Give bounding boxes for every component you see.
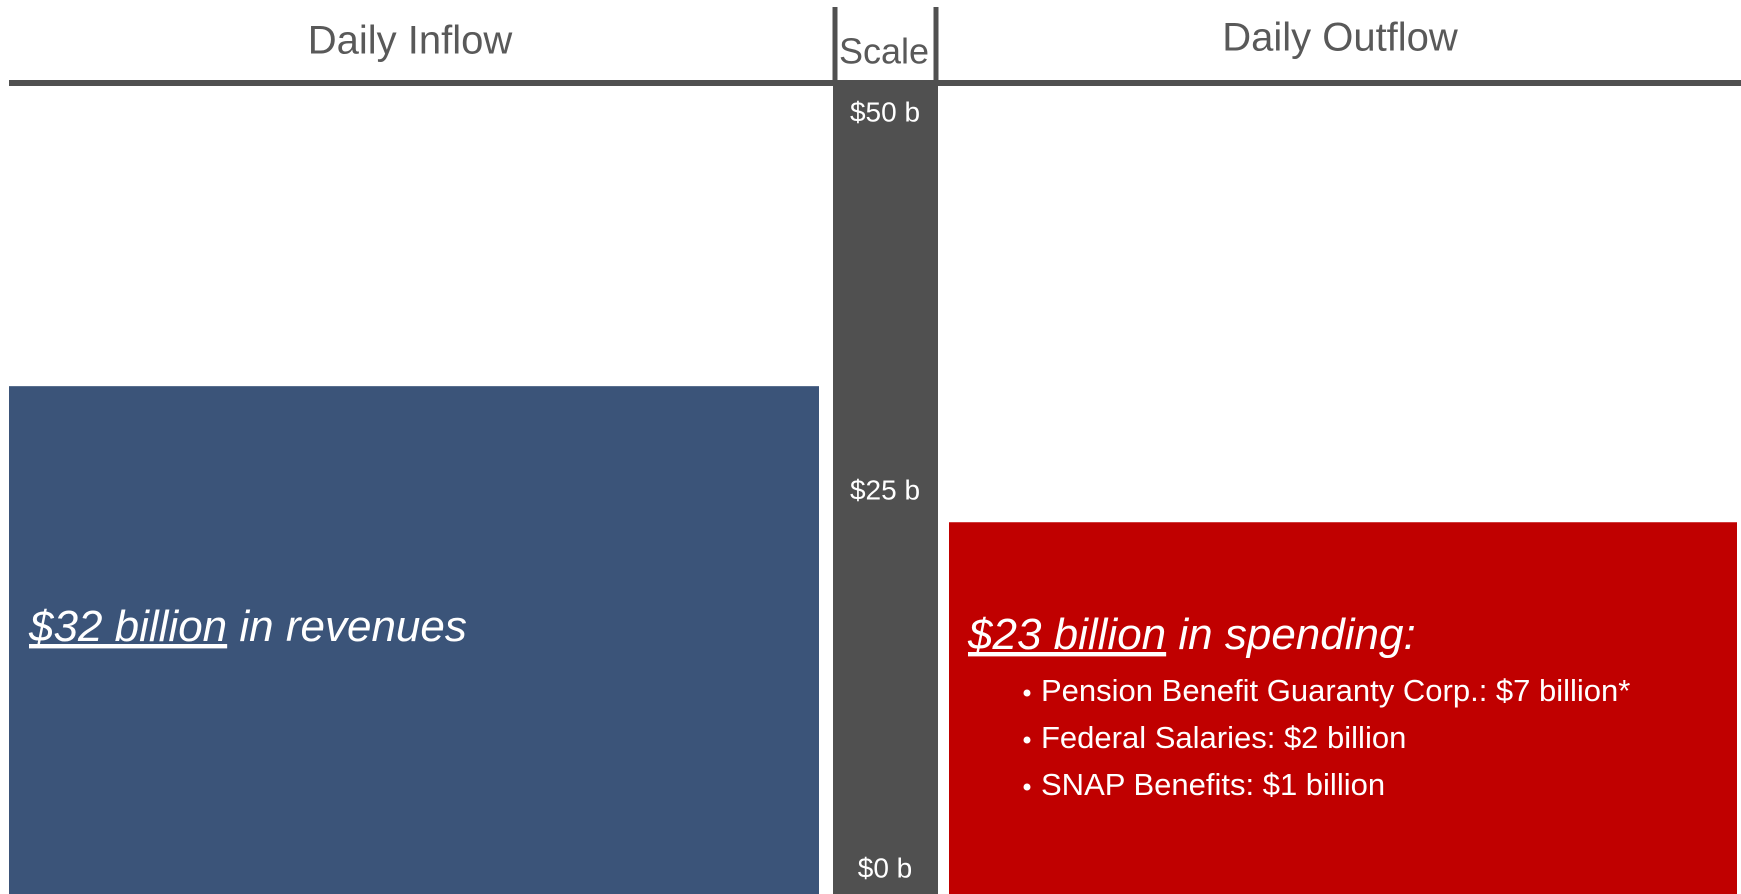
detail-item: Federal Salaries: $2 billion xyxy=(1041,720,1406,755)
column-header: Daily Inflow xyxy=(308,19,513,63)
bar-label: $23 billion in spending: xyxy=(967,610,1416,659)
bar-label: $32 billion in revenues xyxy=(28,602,467,651)
bar xyxy=(9,386,819,894)
bar-description: in spending: xyxy=(1166,610,1416,659)
scale-column xyxy=(833,83,938,894)
bar xyxy=(949,522,1737,894)
detail-item: SNAP Benefits: $1 billion xyxy=(1041,767,1385,802)
y-tick-label: $50 b xyxy=(850,96,920,127)
value-label: $23 billion xyxy=(967,610,1166,659)
column-header: Daily Outflow xyxy=(1222,16,1458,60)
y-tick-label: $0 b xyxy=(858,852,913,883)
scale-title: Scale xyxy=(839,31,929,72)
bullet xyxy=(1023,783,1031,791)
detail-item: Pension Benefit Guaranty Corp.: $7 billi… xyxy=(1041,673,1630,708)
bar-description: in revenues xyxy=(227,602,467,651)
y-tick-label: $25 b xyxy=(850,474,920,505)
value-label: $32 billion xyxy=(28,602,227,651)
bullet xyxy=(1023,689,1031,697)
bullet xyxy=(1023,736,1031,744)
